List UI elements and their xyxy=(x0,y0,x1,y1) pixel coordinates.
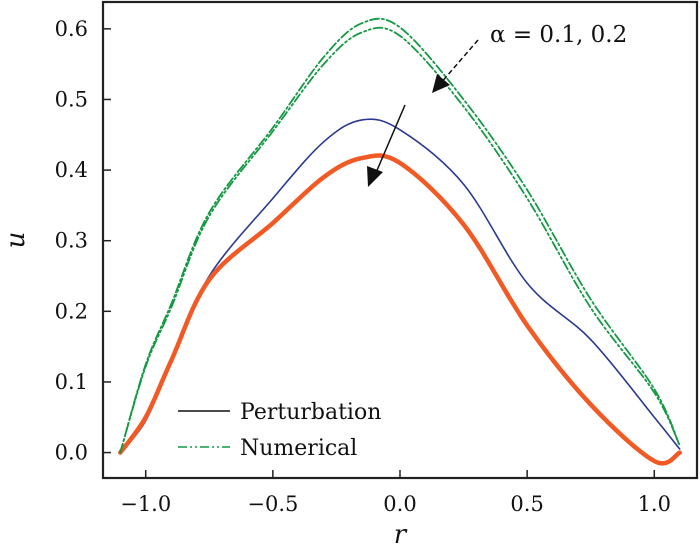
y-tick-label: 0.5 xyxy=(55,87,88,111)
y-tick-label: 0.6 xyxy=(55,17,88,41)
legend-label-perturbation: Perturbation xyxy=(240,400,381,425)
legend-label-numerical: Numerical xyxy=(240,436,357,461)
y-tick-label: 0.4 xyxy=(55,158,88,182)
alpha-label: α = 0.1, 0.2 xyxy=(490,22,627,48)
legend: Perturbation Numerical xyxy=(178,400,381,461)
series-line-3 xyxy=(119,26,681,454)
x-tick-label: 0.0 xyxy=(383,492,416,516)
plot-frame xyxy=(101,0,699,480)
solid-arrow xyxy=(374,104,406,176)
curves xyxy=(118,17,682,466)
series-line-2 xyxy=(119,17,681,454)
y-ticks: 0.0 0.1 0.2 0.3 0.4 0.5 0.6 xyxy=(55,17,111,465)
x-ticks: −1.0 −0.5 0.0 0.5 1.0 xyxy=(120,470,671,516)
y-tick-label: 0.1 xyxy=(55,370,88,394)
y-tick-label: 0.0 xyxy=(55,441,88,465)
alpha-annotation: α = 0.1, 0.2 xyxy=(367,22,627,187)
y-tick-label: 0.3 xyxy=(55,229,88,253)
dashed-arrow-head xyxy=(432,74,450,93)
x-axis-label: r xyxy=(394,520,408,550)
dashed-arrow xyxy=(439,39,479,85)
series-line-1 xyxy=(118,153,682,466)
x-tick-label: −1.0 xyxy=(120,492,171,516)
y-axis-label: u xyxy=(1,232,31,249)
x-tick-label: 1.0 xyxy=(638,492,671,516)
x-tick-label: 0.5 xyxy=(510,492,543,516)
y-tick-label: 0.2 xyxy=(55,299,88,323)
x-tick-label: −0.5 xyxy=(247,492,298,516)
solid-arrow-head xyxy=(367,166,383,187)
